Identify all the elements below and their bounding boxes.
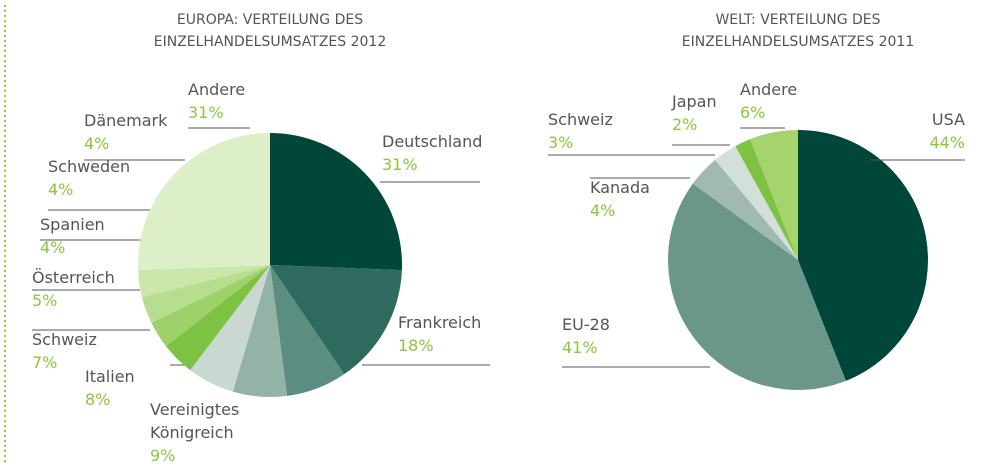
slice-label: Schweiz xyxy=(32,330,97,349)
slice-label: Frankreich xyxy=(398,313,481,332)
slice-label: USA xyxy=(932,110,965,129)
slice-label: Schweiz xyxy=(548,110,613,129)
chart-title: WELT: VERTEILUNG DES EINZELHANDELSUMSATZE… xyxy=(682,12,915,50)
pie-slice xyxy=(270,265,345,396)
slice-value-label: 6% xyxy=(740,103,765,122)
slice-value-label: 4% xyxy=(590,201,615,220)
slice-label: Deutschland xyxy=(382,132,482,151)
slice-value-label: 4% xyxy=(48,180,73,199)
slice-value-label: 7% xyxy=(32,353,57,372)
slice-label: Andere xyxy=(740,80,797,99)
slice-value-label: 41% xyxy=(562,338,598,357)
slice-label: Kanada xyxy=(590,178,650,197)
pie-slice xyxy=(270,133,402,271)
slice-value-label: 3% xyxy=(548,133,573,152)
slice-value-label: 4% xyxy=(40,238,65,257)
pie-slice xyxy=(692,159,798,260)
slice-label: Schweden xyxy=(48,157,130,176)
slice-value-label: 2% xyxy=(672,115,697,134)
pie-slice xyxy=(232,265,288,398)
pie-slice xyxy=(715,146,798,260)
pie-slice xyxy=(735,139,798,260)
slice-value-label: 31% xyxy=(382,155,418,174)
pie-slice xyxy=(141,265,270,323)
chart-title: EUROPA: VERTEILUNG DES EINZELHANDELSUMSAT… xyxy=(154,12,387,50)
pie-slice xyxy=(190,265,270,392)
slice-label: Österreich xyxy=(32,268,115,287)
slice-value-label: 18% xyxy=(398,336,434,355)
pie-slice xyxy=(270,265,402,375)
slice-label: Dänemark xyxy=(84,111,168,130)
slice-value-label: 4% xyxy=(84,134,109,153)
slice-value-label: 31% xyxy=(188,103,224,122)
slice-label: Vereinigtes Königreich xyxy=(150,400,239,442)
pie-slice xyxy=(138,133,270,271)
pie-slice xyxy=(750,130,798,260)
slice-label: Japan xyxy=(671,92,717,111)
slice-value-label: 44% xyxy=(929,133,965,152)
slice-label: Italien xyxy=(85,367,135,386)
slice-value-label: 5% xyxy=(32,291,57,310)
pie-slice xyxy=(138,265,270,298)
slice-value-label: 9% xyxy=(150,446,175,465)
slice-value-label: 8% xyxy=(85,390,110,409)
pie-slice xyxy=(798,130,928,381)
pie-slice xyxy=(668,183,846,390)
pie-slice xyxy=(165,265,270,371)
slice-label: Andere xyxy=(188,80,245,99)
slice-label: Spanien xyxy=(40,215,105,234)
slice-label: EU-28 xyxy=(562,315,610,334)
pie-slice xyxy=(151,265,270,347)
